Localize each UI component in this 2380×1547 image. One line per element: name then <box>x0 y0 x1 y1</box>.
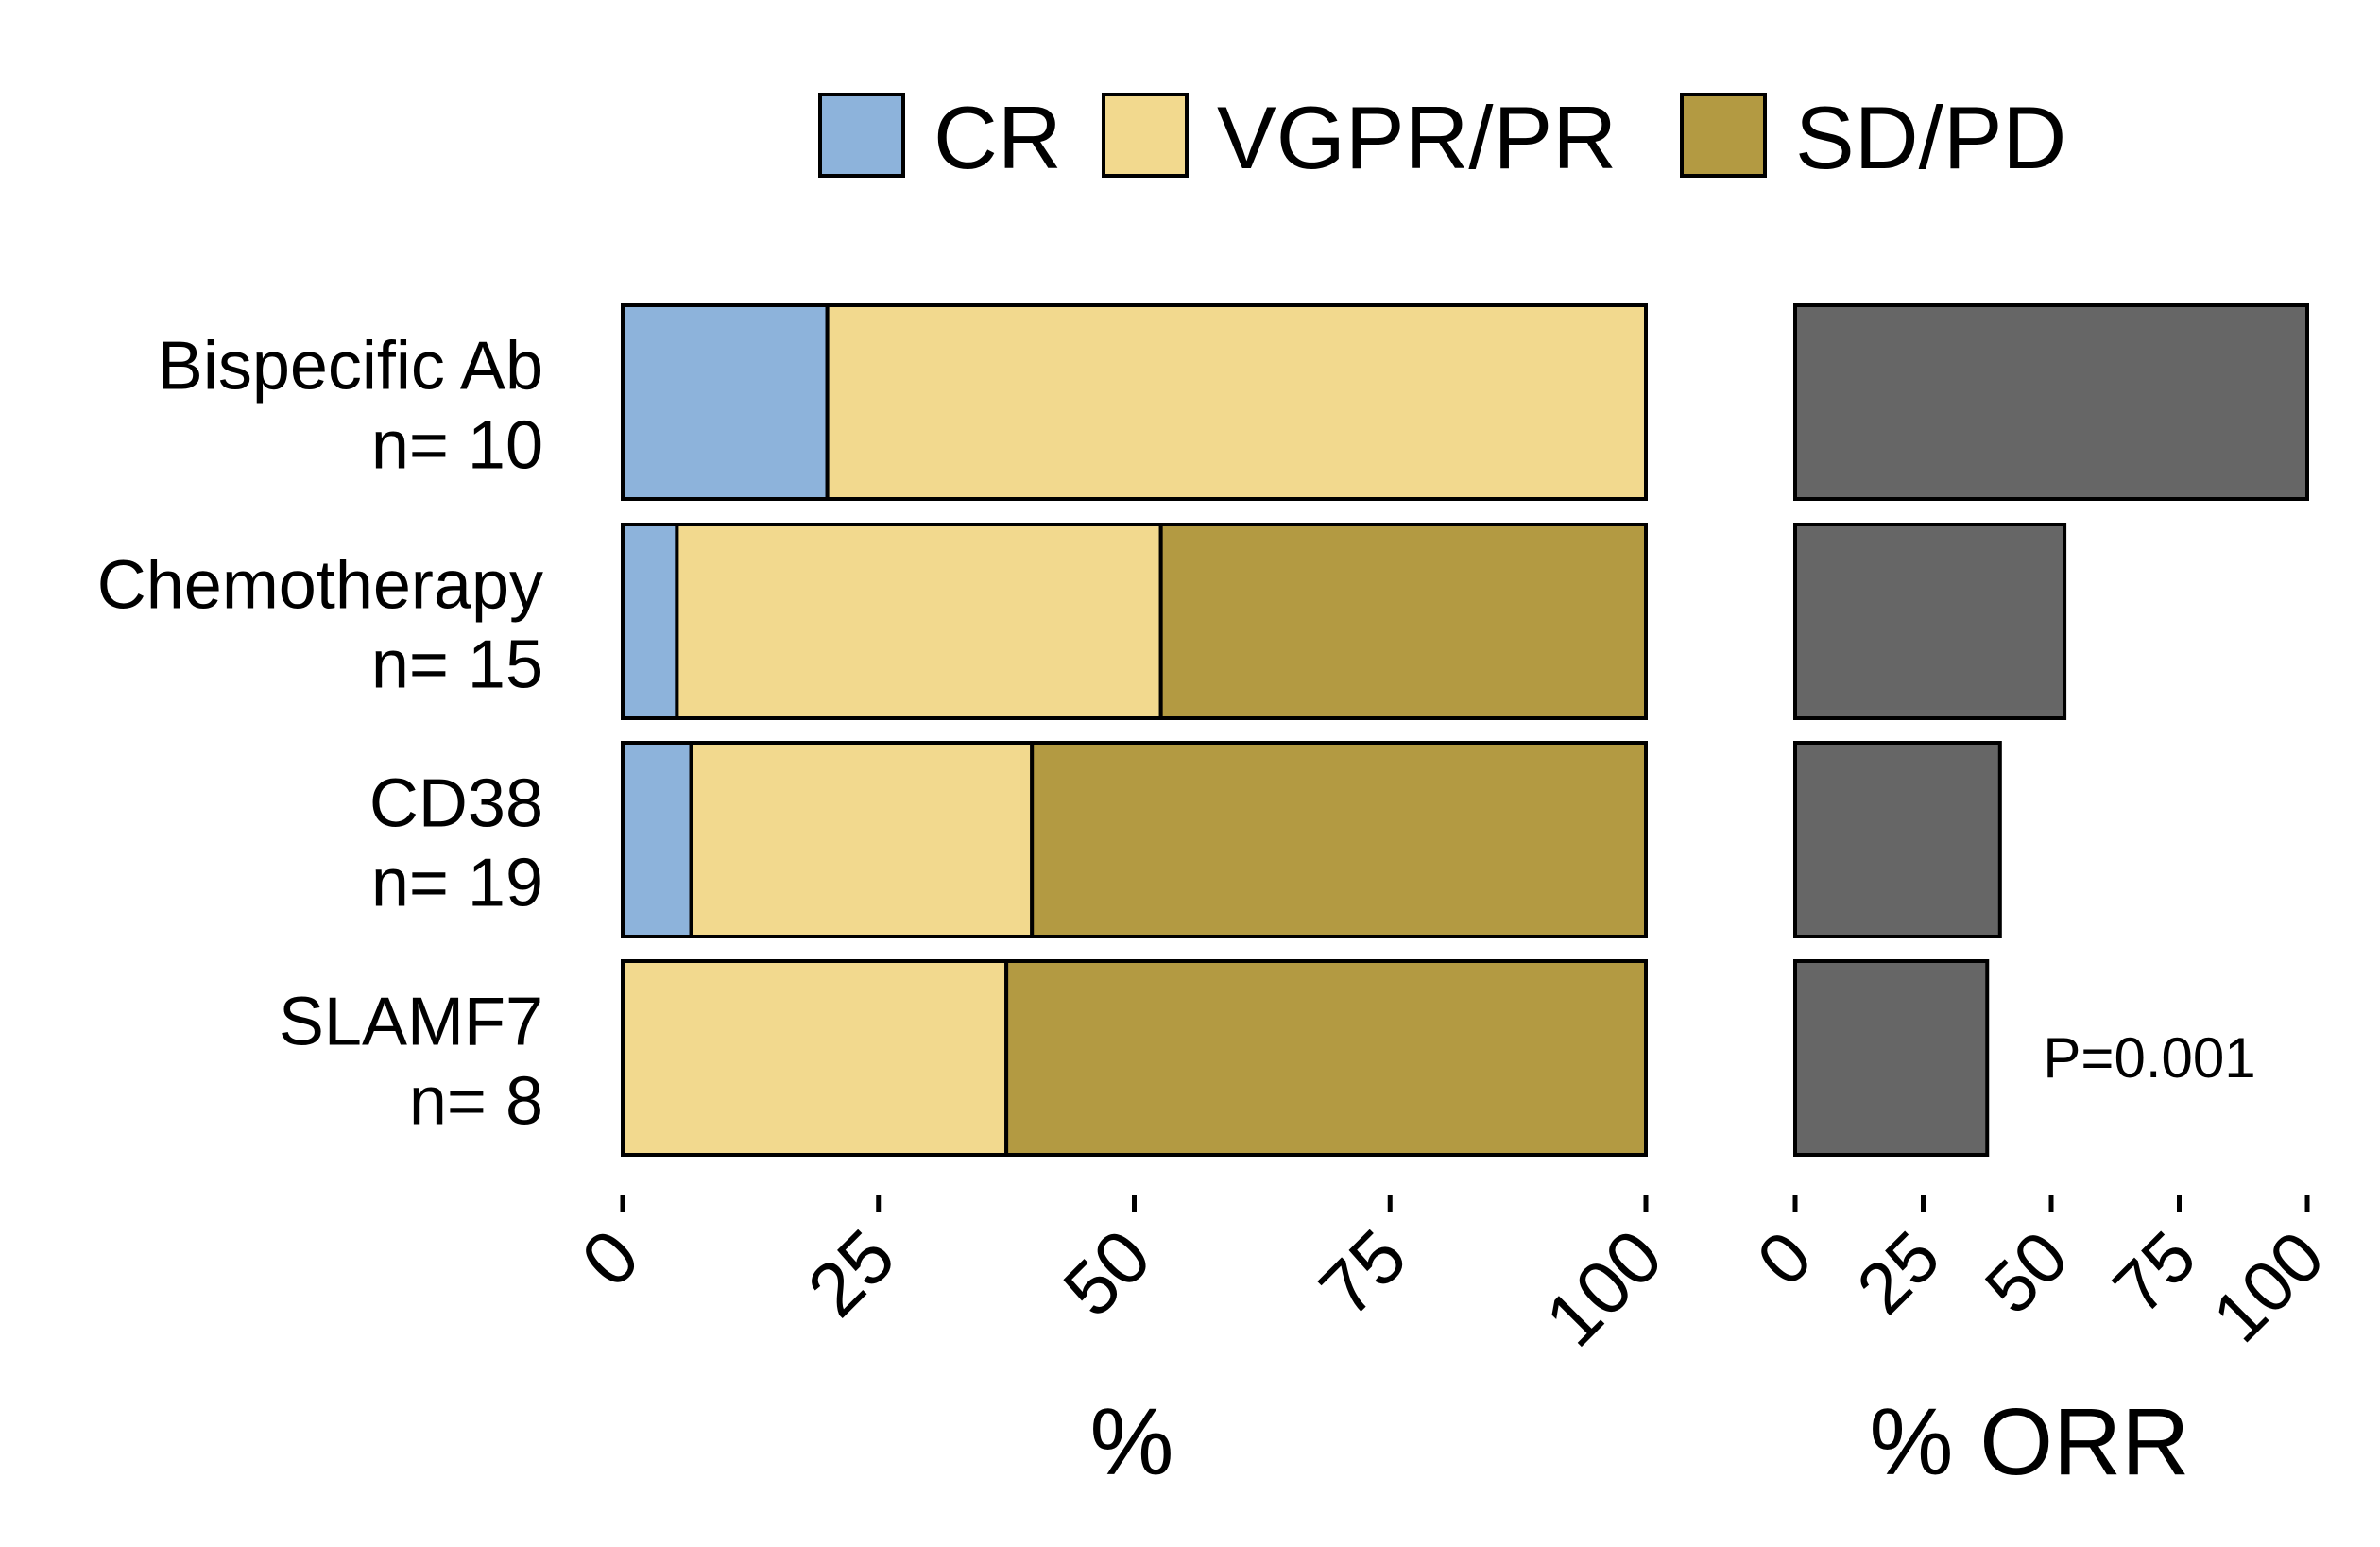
category-count: n= 10 <box>371 408 543 484</box>
bar-segment-sd-pd <box>1004 959 1648 1157</box>
x-axis-percent: 0 25 50 75 100 <box>566 1195 1678 1362</box>
stacked-response-panel: 0 25 50 75 100 % <box>566 303 1678 1495</box>
x-axis-tick-label: 75 <box>1303 1213 1422 1332</box>
orr-axis-tick-label: 25 <box>1842 1216 1956 1330</box>
legend-swatch-cr <box>818 93 905 178</box>
x-axis-tick-label: 0 <box>566 1213 655 1302</box>
category-label: SLAMF7 <box>279 985 543 1060</box>
category-label: Bispecific Ab <box>158 329 543 404</box>
bar-segment-cr <box>621 523 679 720</box>
orr-bars <box>1793 303 2309 1157</box>
p-value-annotation: P=0.001 <box>2043 1026 2255 1090</box>
orr-bar <box>1793 523 2067 720</box>
category-label: CD38 <box>369 766 543 842</box>
bar-segment-cr <box>621 303 830 501</box>
bar-segment-cr <box>621 741 693 938</box>
bar-segment-sd-pd <box>1030 741 1648 938</box>
orr-axis-tick-label: 0 <box>1742 1216 1827 1301</box>
category-label: Chemotherapy <box>97 548 543 624</box>
bar-segment-sd-pd <box>1158 523 1648 720</box>
bar-segment-vgpr-pr <box>825 303 1648 501</box>
orr-bar <box>1793 959 1990 1157</box>
orr-bar <box>1793 303 2309 501</box>
x-axis-title: % <box>1090 1389 1174 1495</box>
orr-axis-tick-label: 50 <box>1970 1216 2083 1330</box>
legend-swatch-vgpr-pr <box>1102 93 1189 178</box>
x-axis-title-orr: % ORR <box>1870 1389 2190 1495</box>
bar-segment-vgpr-pr <box>675 523 1163 720</box>
legend-swatch-sd-pd <box>1680 93 1767 178</box>
legend-label-vgpr-pr: VGPR/PR <box>1217 88 1617 187</box>
orr-axis-tick-label: 75 <box>2098 1216 2212 1330</box>
x-axis-tick-label: 100 <box>1530 1213 1678 1362</box>
orr-axis-tick-label: 100 <box>2198 1216 2339 1358</box>
stacked-bars <box>621 303 1648 1157</box>
bar-segment-vgpr-pr <box>621 959 1009 1157</box>
legend-label-cr: CR <box>933 88 1062 187</box>
category-count: n= 19 <box>371 846 543 921</box>
legend-label-sd-pd: SD/PD <box>1795 88 2066 187</box>
category-count: n= 15 <box>371 627 543 703</box>
orr-bar <box>1793 741 2002 938</box>
x-axis-tick-label: 25 <box>792 1213 911 1332</box>
x-axis-tick-label: 50 <box>1048 1213 1167 1332</box>
category-count: n= 8 <box>409 1064 543 1140</box>
bar-segment-vgpr-pr <box>689 741 1035 938</box>
legend: CR VGPR/PR SD/PD <box>818 88 2066 187</box>
